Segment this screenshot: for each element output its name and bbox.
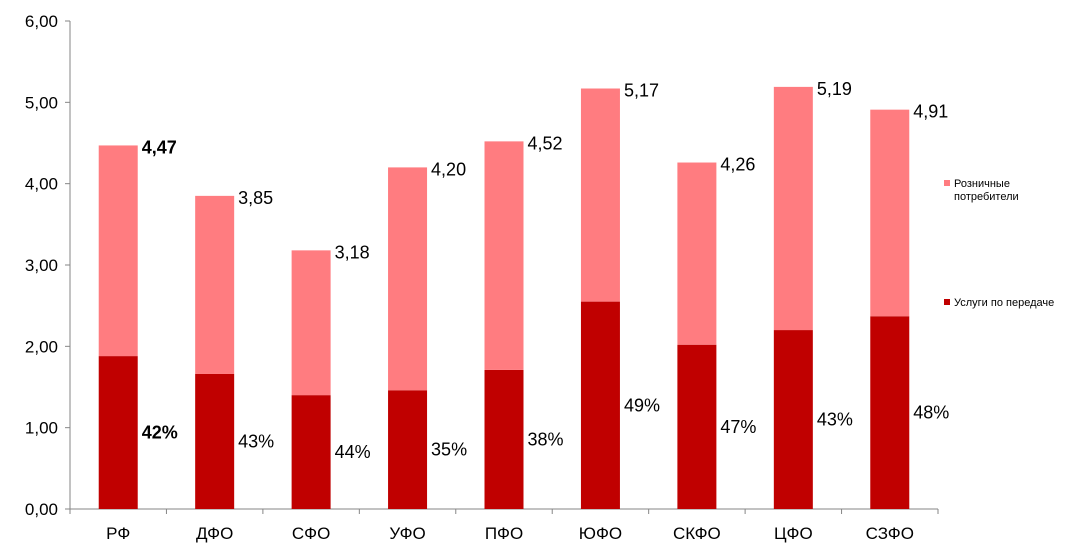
bar-segment-retail (870, 109, 910, 317)
x-tick-label: УФО (389, 524, 425, 543)
bar-segment-retail (98, 145, 138, 357)
bar-segment-retail (677, 162, 717, 345)
total-label: 5,19 (817, 79, 852, 99)
bar-segment-retail (773, 86, 813, 331)
total-label: 4,47 (142, 137, 177, 157)
percent-label: 48% (913, 403, 949, 423)
bar-segment-retail (388, 167, 428, 391)
total-label: 4,20 (431, 159, 466, 179)
total-label: 4,91 (913, 102, 948, 122)
x-tick-label: СЗФО (866, 524, 914, 543)
y-tick-label: 3,00 (25, 256, 58, 275)
total-label: 4,26 (720, 155, 755, 175)
legend-swatch (944, 180, 950, 186)
y-tick-label: 4,00 (25, 175, 58, 194)
bar-segment-retail (484, 141, 524, 370)
bar-segment-retail (195, 195, 235, 374)
percent-label: 44% (335, 442, 371, 462)
x-tick-label: ЦФО (774, 524, 813, 543)
percent-label: 38% (528, 429, 564, 449)
total-label: 4,52 (528, 133, 563, 153)
x-tick-label: ЮФО (579, 524, 622, 543)
percent-label: 47% (720, 417, 756, 437)
bar-segment-retail (291, 250, 331, 396)
bar-segment-transmission (870, 316, 910, 509)
x-tick-label: СКФО (673, 524, 721, 543)
percent-label: 35% (431, 440, 467, 460)
legend-swatch (944, 299, 950, 305)
bar-segment-transmission (291, 395, 331, 509)
legend-label: Розничные потребители (954, 178, 1019, 203)
bar-segment-transmission (580, 301, 620, 509)
bar-segment-retail (580, 88, 620, 302)
y-tick-label: 6,00 (25, 12, 58, 31)
percent-label: 42% (142, 423, 178, 443)
total-label: 3,85 (238, 188, 273, 208)
x-tick-label: ПФО (485, 524, 523, 543)
percent-label: 43% (817, 410, 853, 430)
bar-segment-transmission (484, 369, 524, 509)
bar-segment-transmission (388, 390, 428, 509)
y-tick-label: 0,00 (25, 500, 58, 519)
x-tick-label: СФО (292, 524, 330, 543)
x-tick-label: ДФО (196, 524, 233, 543)
y-tick-label: 5,00 (25, 93, 58, 112)
bar-segment-transmission (195, 373, 235, 509)
legend-label: Услуги по передаче (954, 297, 1054, 309)
percent-label: 49% (624, 395, 660, 415)
percent-label: 43% (238, 431, 274, 451)
total-label: 5,17 (624, 81, 659, 101)
bar-segment-transmission (677, 344, 717, 509)
y-tick-label: 1,00 (25, 419, 58, 438)
bar-segment-transmission (98, 356, 138, 509)
x-tick-label: РФ (106, 524, 130, 543)
bar-segment-transmission (773, 330, 813, 509)
total-label: 3,18 (335, 242, 370, 262)
y-tick-label: 2,00 (25, 337, 58, 356)
